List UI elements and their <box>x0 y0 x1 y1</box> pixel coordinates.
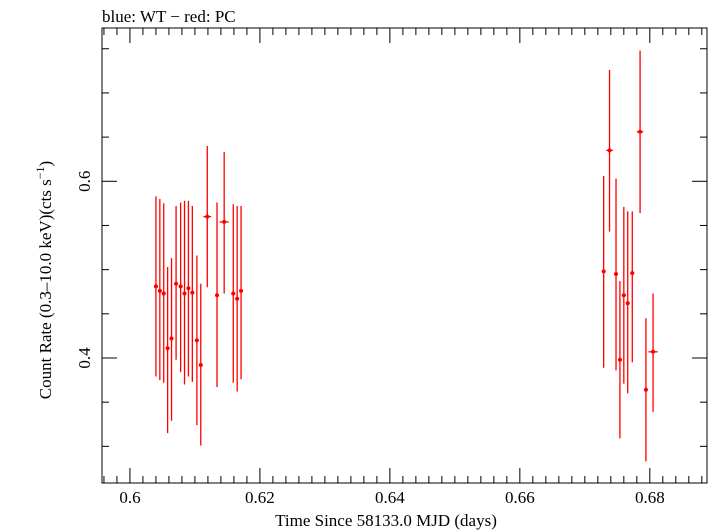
data-marker <box>235 296 240 301</box>
data-point <box>215 202 220 388</box>
x-tick-labels: 0.6 0.62 0.64 0.66 0.68 <box>119 488 664 507</box>
data-point <box>643 318 648 462</box>
data-marker <box>153 284 158 289</box>
data-point <box>219 152 229 294</box>
data-point <box>186 200 191 377</box>
data-marker <box>182 291 187 296</box>
data-marker <box>198 363 203 368</box>
data-point <box>161 203 166 383</box>
data-marker <box>169 336 174 341</box>
data-marker <box>651 349 656 354</box>
data-point <box>648 293 658 412</box>
y-tick-label: 0.6 <box>75 171 94 192</box>
data-point <box>606 69 613 232</box>
data-point <box>203 145 212 288</box>
data-point <box>235 206 240 392</box>
x-axis-label: Time Since 58133.0 MJD (days) <box>275 511 497 530</box>
data-marker <box>161 291 166 296</box>
data-point <box>636 50 644 214</box>
data-marker <box>638 129 643 134</box>
data-marker <box>630 271 635 276</box>
data-point <box>169 258 174 421</box>
data-marker <box>215 293 220 298</box>
data-marker <box>617 357 622 362</box>
data-marker <box>222 219 227 224</box>
chart-title: blue: WT − red: PC <box>102 7 236 26</box>
data-point <box>231 204 236 383</box>
data-point <box>625 211 630 394</box>
data-point <box>601 175 606 368</box>
data-point <box>198 283 203 446</box>
data-marker <box>157 288 162 293</box>
data-point <box>174 206 179 360</box>
data-marker <box>625 301 630 306</box>
data-point <box>190 206 195 382</box>
y-axis-label-main: Count Rate (0.3–10.0 keV)(cts s <box>36 179 55 399</box>
x-tick-label: 0.66 <box>505 488 535 507</box>
data-marker <box>601 269 606 274</box>
y-axis-label-superscript: −1 <box>33 166 47 179</box>
y-axis-label-close: ) <box>36 161 55 167</box>
data-marker <box>178 284 183 289</box>
data-point <box>165 266 170 434</box>
data-marker <box>614 272 619 277</box>
data-marker <box>239 288 244 293</box>
y-axis-label: Count Rate (0.3–10.0 keV)(cts s−1) <box>33 161 55 399</box>
data-marker <box>174 281 179 286</box>
y-tick-label: 0.4 <box>75 347 94 369</box>
x-tick-label: 0.64 <box>375 488 405 507</box>
data-series-pc <box>153 50 658 462</box>
data-point <box>239 206 244 380</box>
data-point <box>182 200 187 385</box>
data-marker <box>621 293 626 298</box>
data-point <box>621 206 626 384</box>
x-tick-label: 0.6 <box>119 488 140 507</box>
y-tick-labels: 0.4 0.6 <box>75 171 94 369</box>
data-point <box>194 255 199 426</box>
data-marker <box>186 286 191 291</box>
data-marker <box>165 346 170 351</box>
data-marker <box>231 291 236 296</box>
data-point <box>630 211 635 363</box>
data-marker <box>190 290 195 295</box>
data-marker <box>194 338 199 343</box>
data-marker <box>205 214 210 219</box>
axis-ticks <box>102 28 707 483</box>
x-tick-label: 0.68 <box>635 488 665 507</box>
data-marker <box>607 148 612 153</box>
plot-frame <box>101 27 708 484</box>
data-point <box>157 198 162 381</box>
data-point <box>178 202 183 373</box>
data-point <box>153 196 158 377</box>
x-tick-label: 0.62 <box>245 488 275 507</box>
data-point <box>614 178 619 371</box>
data-marker <box>643 387 648 392</box>
data-point <box>617 281 622 439</box>
